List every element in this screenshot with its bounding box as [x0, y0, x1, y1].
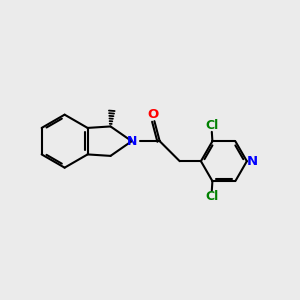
Text: Cl: Cl	[205, 190, 218, 203]
Text: N: N	[247, 155, 258, 168]
Text: O: O	[147, 108, 159, 121]
Text: Cl: Cl	[205, 119, 218, 132]
Text: N: N	[127, 135, 137, 148]
